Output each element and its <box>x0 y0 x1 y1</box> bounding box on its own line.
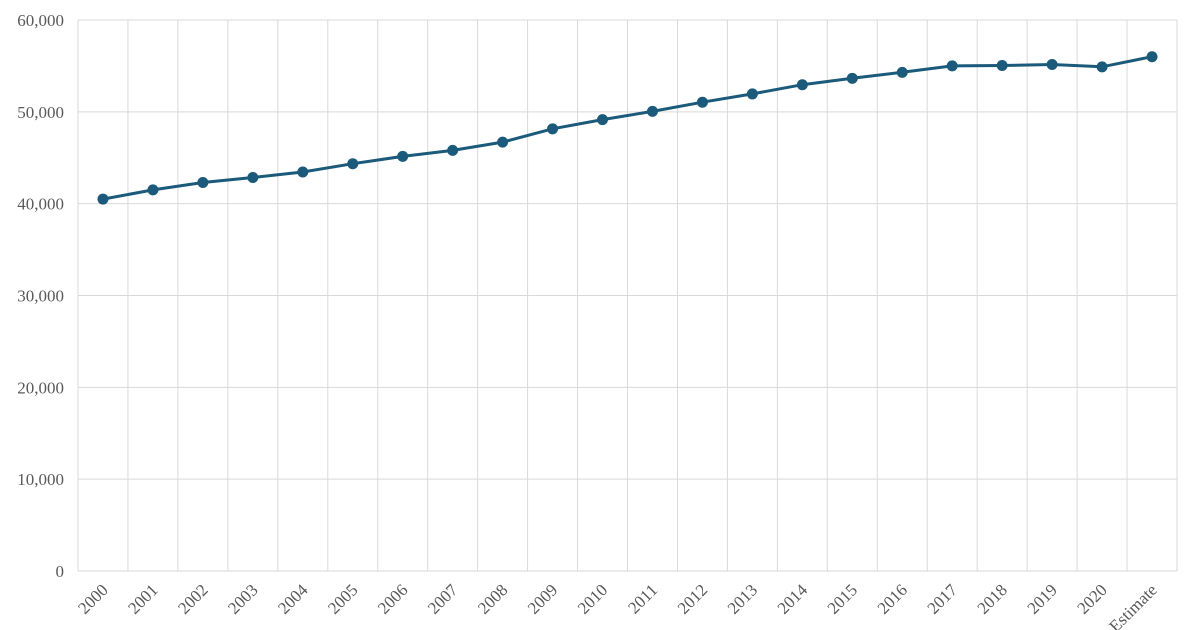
x-tick-label: 2019 <box>1023 580 1060 617</box>
x-tick-label: 2014 <box>774 580 812 618</box>
y-tick-label: 20,000 <box>17 378 64 397</box>
x-tick-label: Estimate <box>1105 580 1160 630</box>
y-tick-label: 10,000 <box>17 470 64 489</box>
data-point <box>746 88 758 100</box>
x-tick-label: 2013 <box>724 580 761 617</box>
x-tick-label: 2002 <box>174 580 211 617</box>
data-point <box>696 96 708 108</box>
data-point <box>646 105 658 117</box>
data-point <box>297 166 309 178</box>
data-point <box>1096 61 1108 73</box>
data-point <box>547 123 559 135</box>
data-point <box>497 136 509 148</box>
x-tick-label: 2017 <box>924 580 962 618</box>
y-tick-label: 40,000 <box>17 195 64 214</box>
x-tick-label: 2009 <box>524 580 561 617</box>
x-tick-label: 2010 <box>574 580 611 617</box>
data-point <box>597 114 609 126</box>
data-point <box>347 158 359 170</box>
x-tick-label: 2001 <box>124 580 161 617</box>
data-point <box>996 59 1008 71</box>
gridlines <box>77 19 1178 572</box>
y-axis-tick-labels: 0 10,000 20,000 30,000 40,000 50,000 60,000 <box>17 11 64 581</box>
data-point <box>1146 51 1158 63</box>
x-tick-label: 2012 <box>674 580 711 617</box>
x-tick-label: 2003 <box>224 580 261 617</box>
data-point <box>197 177 209 189</box>
x-tick-label: 2008 <box>474 580 511 617</box>
data-point <box>1046 59 1058 71</box>
data-point <box>397 150 409 162</box>
x-tick-label: 2000 <box>74 580 111 617</box>
x-tick-label: 2006 <box>374 580 411 617</box>
data-point <box>846 72 858 84</box>
x-tick-label: 2004 <box>274 580 312 618</box>
x-tick-label: 2005 <box>324 580 361 617</box>
x-tick-label: 2015 <box>824 580 861 617</box>
y-tick-label: 60,000 <box>17 11 64 30</box>
y-tick-label: 0 <box>56 562 65 581</box>
x-tick-label: 2018 <box>974 580 1011 617</box>
x-tick-label: 2020 <box>1073 580 1110 617</box>
x-tick-label: 2011 <box>624 580 661 617</box>
x-axis-tick-labels: 2000 2001 2002 2003 2004 2005 2006 2007 2008 2009… <box>74 580 1161 630</box>
data-point <box>97 193 109 205</box>
data-point <box>147 184 159 196</box>
data-point <box>447 144 459 156</box>
data-point <box>896 66 908 78</box>
data-point <box>247 171 259 183</box>
x-tick-label: 2016 <box>874 580 911 617</box>
y-tick-label: 50,000 <box>17 103 64 122</box>
data-point <box>946 60 958 72</box>
y-tick-label: 30,000 <box>17 287 64 306</box>
data-point <box>796 79 808 91</box>
x-tick-label: 2007 <box>424 580 462 618</box>
data-points <box>97 51 1158 205</box>
series-line <box>102 55 1153 201</box>
